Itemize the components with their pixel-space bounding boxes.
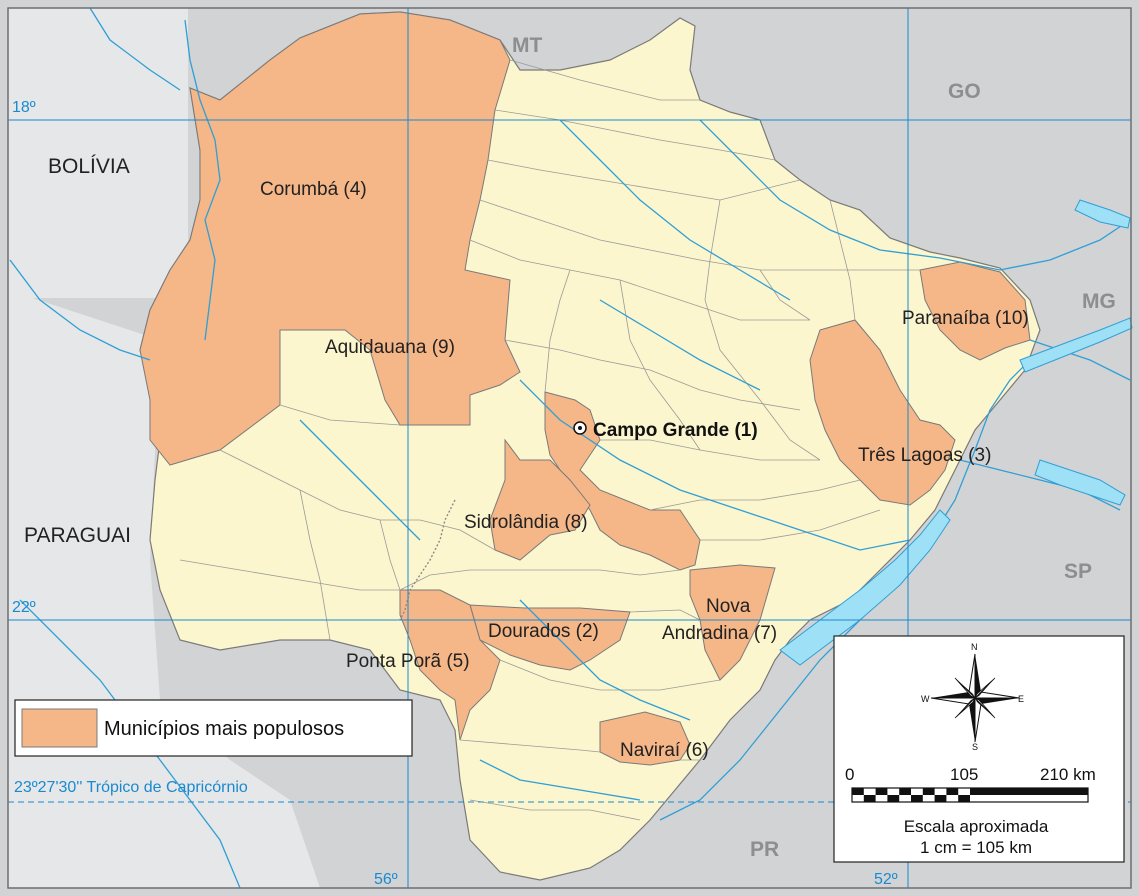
compass-n: N [971, 642, 978, 652]
label-sidrolandia: Sidrolândia (8) [464, 512, 588, 533]
highlighted-municipalities [139, 11, 1031, 766]
compass-s: S [972, 742, 978, 752]
municipality-ponta-pora [399, 589, 501, 741]
label-mg: MG [1082, 290, 1116, 313]
compass-rose-icon [930, 653, 1020, 743]
neighbor-labels: MT GO MG SP PR [512, 34, 1116, 861]
scale-ratio: 1 cm = 105 km [920, 838, 1032, 857]
label-go: GO [948, 80, 981, 103]
legend-label: Municípios mais populosos [104, 718, 344, 740]
scale-title: Escala aproximada [904, 817, 1049, 836]
label-mt: MT [512, 34, 542, 57]
label-bolivia: BOLÍVIA [48, 155, 130, 178]
label-dourados: Dourados (2) [488, 621, 599, 642]
label-tres-lagoas: Três Lagoas (3) [858, 445, 991, 466]
map-frame [7, 7, 1132, 889]
label-sp: SP [1064, 560, 1092, 583]
legend: Municípios mais populosos [14, 699, 413, 757]
scale-bar [851, 787, 1089, 803]
label-paraguai: PARAGUAI [24, 524, 131, 547]
country-labels: BOLÍVIA PARAGUAI [24, 155, 131, 547]
municipal-boundaries [179, 59, 920, 821]
legend-swatch [21, 708, 98, 748]
compass-scale-frame [833, 635, 1125, 863]
municipality-tres-lagoas [809, 319, 956, 506]
label-lon-52: 52º [874, 871, 898, 888]
label-nova-andradina-line2: Andradina (7) [662, 623, 777, 644]
label-pr: PR [750, 838, 779, 861]
municipality-dourados [469, 604, 631, 671]
municipality-sidrolandia [489, 438, 591, 561]
capital-marker: Campo Grande (1) [573, 420, 758, 441]
label-lat-22: 22º [12, 599, 36, 616]
label-campo-grande: Campo Grande (1) [593, 420, 758, 441]
municipality-paranaiba [919, 261, 1031, 361]
bolivia-territory [8, 8, 188, 298]
scale-tick-0: 0 [845, 765, 854, 784]
label-tropic: 23º27'30'' Trópico de Capricórnio [14, 779, 248, 796]
label-corumba: Corumbá (4) [260, 179, 367, 200]
city-labels: Corumbá (4) Aquidauana (9) Paranaíba (10… [260, 179, 1029, 761]
grid-labels: 18º 22º 56º 52º 23º27'30'' Trópico de Ca… [12, 99, 898, 888]
label-lon-56: 56º [374, 871, 398, 888]
label-lat-18: 18º [12, 99, 36, 116]
paraguay-border-line [399, 499, 456, 621]
label-aquidauana: Aquidauana (9) [325, 337, 455, 358]
municipality-corumba [139, 11, 521, 466]
label-nova-andradina-line1: Nova [706, 596, 751, 617]
label-navirai: Naviraí (6) [620, 740, 709, 761]
label-ponta-pora: Ponta Porã (5) [346, 651, 470, 672]
compass-e: E [1018, 694, 1024, 704]
scale-tick-210: 210 km [1040, 765, 1096, 784]
municipality-nova-andradina [689, 564, 776, 681]
label-paranaiba: Paranaíba (10) [902, 308, 1029, 329]
compass-scale-box: N S E W 0 105 210 km [833, 635, 1125, 863]
compass-w: W [921, 694, 930, 704]
scale-tick-105: 105 [950, 765, 978, 784]
